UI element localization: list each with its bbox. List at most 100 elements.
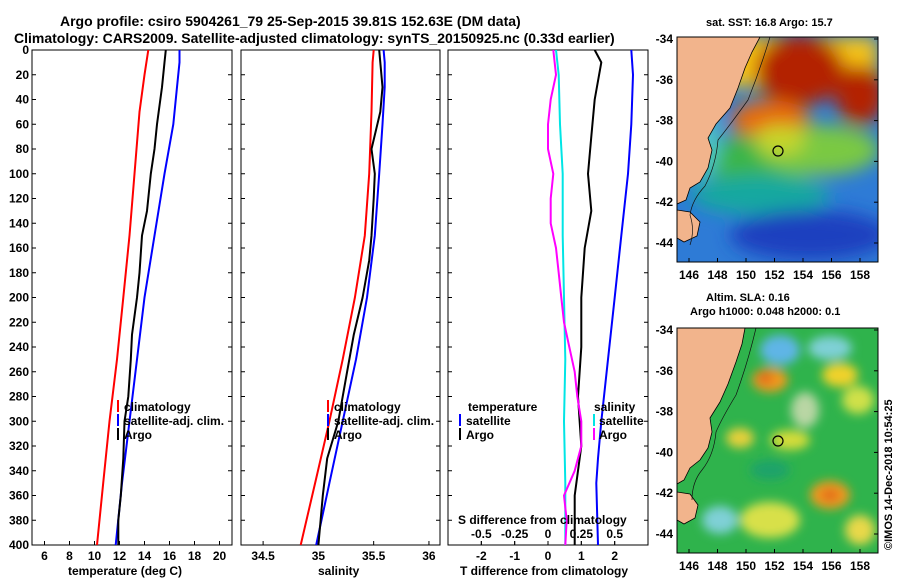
x-tick-label: 8	[66, 549, 73, 563]
series-line-argo	[117, 50, 167, 545]
argo-position-marker	[772, 435, 784, 447]
series-line-s-argo	[547, 50, 583, 545]
map-y-tick-label: -42	[656, 486, 674, 500]
legend-label-climatology: climatology	[124, 400, 191, 414]
salinity-legend: climatology satellite-adj. clim. Argo	[327, 400, 434, 442]
map-x-tick-label: 156	[821, 559, 841, 573]
map-x-tick-label: 158	[850, 268, 870, 282]
map-x-tick-label: 150	[736, 268, 756, 282]
series-line-climatology	[299, 50, 375, 545]
x-tick-label: 0	[545, 549, 552, 563]
x-tick-label: -2	[476, 549, 487, 563]
x-tick-label: 0	[545, 527, 552, 541]
legend-label-s-satellite: satellite	[599, 414, 644, 428]
depth-tick-label: 0	[22, 43, 29, 57]
map-x-tick-label: 148	[707, 559, 727, 573]
x-tick-label: 2	[611, 549, 618, 563]
map-y-tick-label: -34	[656, 323, 674, 337]
series-line-t-satellite	[595, 50, 634, 545]
temperature-legend: climatology satellite-adj. clim. Argo	[117, 400, 224, 442]
map-y-tick-label: -34	[656, 32, 674, 46]
legend-label-climatology: climatology	[334, 400, 401, 414]
sst-map-image	[677, 37, 878, 262]
salinity-xlabel: salinity	[318, 564, 360, 578]
x-tick-label: -0.25	[501, 527, 529, 541]
legend-label-s-argo: Argo	[599, 428, 627, 442]
map-y-tick-label: -38	[656, 114, 674, 128]
legend-label-t-satellite: satellite	[466, 414, 511, 428]
depth-tick-label: 20	[16, 68, 30, 82]
legend-label-argo: Argo	[124, 428, 152, 442]
depth-tick-label: 300	[9, 414, 29, 428]
map-y-tick-label: -40	[656, 154, 674, 168]
depth-tick-label: 200	[9, 291, 29, 305]
map-x-tick-label: 152	[764, 268, 784, 282]
x-tick-label: -0.5	[471, 527, 492, 541]
depth-tick-label: 180	[9, 266, 29, 280]
salinity-series	[299, 50, 386, 545]
legend-label-t-argo: Argo	[466, 428, 494, 442]
temperature-series	[96, 50, 181, 545]
depth-tick-label: 100	[9, 167, 29, 181]
argo-position-marker	[772, 145, 784, 157]
legend-title-salinity: salinity	[594, 400, 636, 414]
x-tick-label: -1	[509, 549, 520, 563]
series-line-s-satellite	[555, 50, 567, 545]
temperature-x-axis: 6 8 10 12 14 16 18 20	[41, 541, 226, 563]
credit-label: ©IMOS 14-Dec-2018 10:54:25	[883, 399, 895, 550]
x-tick-label: 35.5	[362, 549, 386, 563]
temperature-xlabel: temperature (deg C)	[68, 564, 182, 578]
x-tick-label: 34.5	[251, 549, 275, 563]
salinity-x-axis: 34.5 35 35.5 36	[251, 541, 436, 563]
x-tick-label: 0.5	[606, 527, 623, 541]
legend-label-satellite: satellite-adj. clim.	[334, 414, 434, 428]
difference-legend-salinity: salinity satellite Argo	[593, 400, 644, 442]
map-x-tick-label: 154	[793, 268, 813, 282]
map-y-tick-label: -36	[656, 364, 674, 378]
figure-title-line1: Argo profile: csiro 5904261_79 25-Sep-20…	[60, 13, 521, 29]
series-line-satellite-adj-clim-	[315, 50, 386, 545]
legend-label-argo: Argo	[334, 428, 362, 442]
x-tick-label: 14	[138, 549, 152, 563]
map-y-tick-label: -40	[656, 445, 674, 459]
x-tick-label: 35	[312, 549, 326, 563]
map-x-tick-label: 146	[679, 559, 699, 573]
series-line-satellite-adj-clim-	[114, 50, 181, 545]
series-line-climatology	[96, 50, 150, 545]
map-y-tick-label: -42	[656, 195, 674, 209]
map-y-tick-label: -44	[656, 527, 674, 541]
temperature-panel-frame	[31, 49, 233, 546]
sst-land	[677, 37, 761, 205]
depth-tick-label: 320	[9, 439, 29, 453]
map-x-tick-label: 150	[736, 559, 756, 573]
x-tick-label: 10	[88, 549, 102, 563]
x-tick-label: 36	[422, 549, 436, 563]
x-tick-label: 18	[188, 549, 202, 563]
series-line-argo	[317, 50, 384, 545]
sst-map-title: sat. SST: 16.8 Argo: 15.7	[706, 17, 833, 29]
t-difference-xlabel: T difference from climatology	[460, 564, 628, 578]
sla-land	[677, 328, 746, 485]
map-y-tick-label: -44	[656, 236, 674, 250]
map-x-tick-label: 156	[821, 268, 841, 282]
sla-map-title-line2: Argo h1000: 0.048 h2000: 0.1	[690, 306, 840, 318]
x-tick-label: 1	[578, 549, 585, 563]
x-tick-label: 12	[113, 549, 127, 563]
sst-map-frame	[676, 36, 879, 263]
depth-tick-label: 280	[9, 390, 29, 404]
depth-tick-label: 120	[9, 192, 29, 206]
map-x-tick-label: 146	[679, 268, 699, 282]
x-tick-label: 0.25	[570, 527, 594, 541]
sla-map-title-line1: Altim. SLA: 0.16	[706, 292, 790, 304]
map-y-tick-label: -36	[656, 73, 674, 87]
difference-legend-temperature: temperature satellite Argo	[459, 400, 538, 442]
depth-tick-label: 360	[9, 489, 29, 503]
depth-tick-label: 400	[9, 538, 29, 552]
depth-tick-label: 260	[9, 365, 29, 379]
x-tick-label: 6	[41, 549, 48, 563]
sla-map-image	[677, 328, 878, 553]
depth-tick-label: 140	[9, 216, 29, 230]
x-tick-label: 20	[213, 549, 227, 563]
depth-tick-label: 340	[9, 464, 29, 478]
